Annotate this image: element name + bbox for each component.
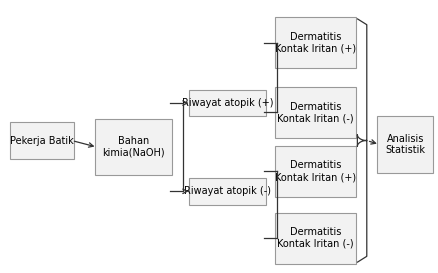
FancyBboxPatch shape — [189, 90, 266, 117]
Text: Pekerja Batik: Pekerja Batik — [10, 135, 74, 146]
FancyBboxPatch shape — [95, 119, 172, 175]
Text: Bahan
kimia(NaOH): Bahan kimia(NaOH) — [102, 136, 165, 158]
Text: Dermatitis
Kontak Iritan (-): Dermatitis Kontak Iritan (-) — [277, 102, 354, 123]
FancyBboxPatch shape — [10, 122, 74, 159]
Text: Analisis
Statistik: Analisis Statistik — [385, 134, 425, 155]
FancyBboxPatch shape — [275, 146, 356, 197]
Text: Riwayat atopik (+): Riwayat atopik (+) — [182, 98, 273, 108]
Text: Riwayat atopik (-): Riwayat atopik (-) — [184, 186, 271, 196]
FancyBboxPatch shape — [189, 178, 266, 205]
FancyBboxPatch shape — [275, 213, 356, 263]
FancyBboxPatch shape — [275, 17, 356, 68]
Text: Dermatitis
Kontak Iritan (-): Dermatitis Kontak Iritan (-) — [277, 227, 354, 249]
Text: Dermatitis
Kontak Iritan (+): Dermatitis Kontak Iritan (+) — [275, 161, 356, 182]
FancyBboxPatch shape — [275, 87, 356, 138]
Text: Dermatitis
Kontak Iritan (+): Dermatitis Kontak Iritan (+) — [275, 32, 356, 54]
FancyBboxPatch shape — [378, 117, 433, 173]
